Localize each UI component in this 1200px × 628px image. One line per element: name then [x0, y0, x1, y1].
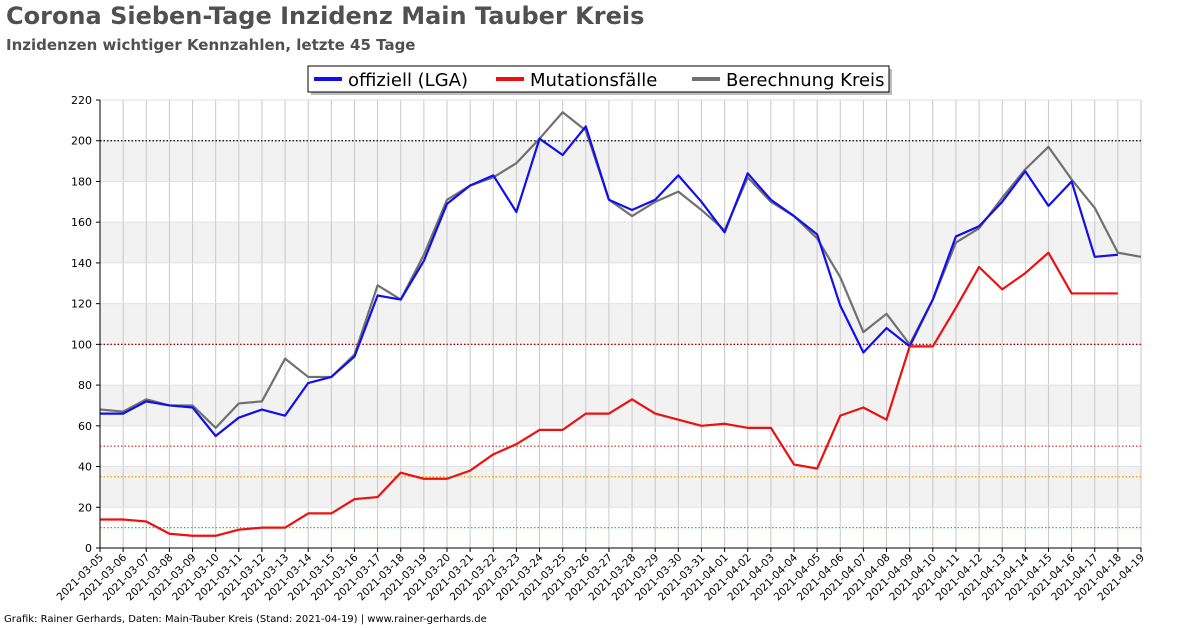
legend-box — [307, 65, 890, 93]
vertical-gridlines — [99, 100, 1142, 548]
axes — [99, 100, 1141, 549]
y-tick-label: 40 — [78, 461, 92, 474]
background-bands — [100, 140, 1141, 508]
y-tick-label: 160 — [71, 216, 92, 229]
series-line-0 — [100, 125, 1118, 438]
x-tick-labels: 2021-03-052021-03-062021-03-072021-03-08… — [54, 548, 1147, 603]
series-line-2 — [99, 111, 1142, 429]
background-band — [100, 222, 1141, 263]
legend-label-0: offiziell (LGA) — [348, 70, 468, 91]
y-tick-label: 180 — [71, 175, 92, 188]
y-tick-label: 80 — [78, 379, 92, 392]
y-tick-label: 100 — [71, 338, 92, 351]
horizontal-gridlines — [100, 99, 1141, 549]
legend: offiziell (LGA) Mutationsfälle Berechnung … — [307, 65, 892, 95]
chart-subtitle: Inzidenzen wichtiger Kennzahlen, letzte … — [6, 36, 416, 54]
y-tick-label: 140 — [71, 257, 92, 270]
y-tick-labels: 0 20 40 60 80 100 120 140 160 180 200 220 — [71, 94, 100, 555]
y-tick-label: 220 — [71, 94, 92, 107]
chart-title: Corona Sieben-Tage Inzidenz Main Tauber … — [6, 2, 645, 30]
footer-credit: Grafik: Rainer Gerhards, Daten: Main-Tau… — [4, 614, 487, 625]
series-lines — [99, 111, 1142, 537]
background-band — [100, 140, 1141, 182]
y-tick-label: 0 — [85, 542, 92, 555]
y-tick-label: 120 — [71, 298, 92, 311]
background-band — [100, 466, 1141, 508]
y-tick-label: 20 — [78, 501, 92, 514]
background-band — [100, 303, 1141, 345]
legend-label-2: Berechnung Kreis — [726, 70, 884, 91]
series-line-1 — [100, 251, 1118, 537]
legend-label-1: Mutationsfälle — [530, 70, 657, 91]
y-tick-label: 200 — [71, 135, 92, 148]
y-tick-label: 60 — [78, 420, 92, 433]
